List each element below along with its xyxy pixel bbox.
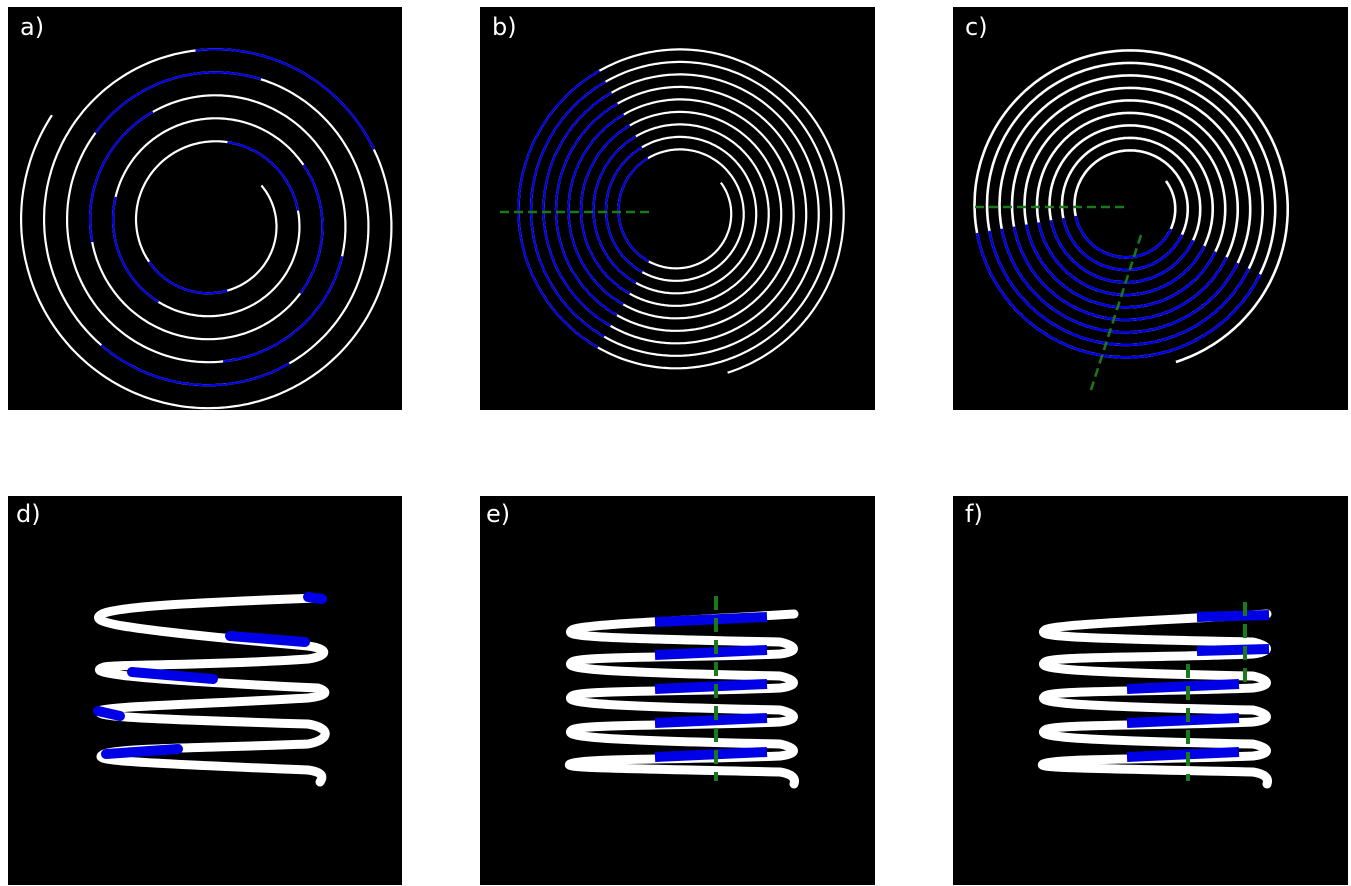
panel-label-f: f)	[965, 500, 983, 528]
spiral-a-highlight-2	[227, 142, 298, 211]
coil-d	[98, 597, 325, 782]
coil-e-highlight-2	[655, 650, 767, 655]
panel-label-b: b)	[492, 13, 517, 41]
spiral-b-highlight-3	[594, 136, 637, 283]
panel-label-e: e)	[486, 500, 510, 528]
panel-d: d)	[8, 496, 402, 885]
panel-label-d: d)	[16, 500, 41, 528]
coil-e-canvas	[480, 496, 875, 885]
spiral-b-highlight-7	[544, 93, 612, 326]
coil-f-highlight-4	[1127, 718, 1239, 723]
coil-e-highlight-1	[655, 617, 767, 622]
spiral-c-highlight-1	[1076, 216, 1171, 257]
spiral-a-highlight-4	[300, 165, 322, 294]
spiral-b-highlight-1	[619, 158, 649, 261]
coil-e	[569, 596, 794, 784]
coil-f-highlight-1	[1197, 615, 1269, 617]
coil-d-highlight-4	[98, 711, 120, 716]
spiral-c-highlight-2	[1063, 218, 1182, 270]
coil-d-canvas	[8, 496, 402, 885]
coil-f-highlight-2	[1197, 649, 1269, 651]
guide-line-c-diagonal	[1090, 235, 1141, 393]
coil-f	[1042, 602, 1269, 784]
panel-label-c: c)	[965, 13, 988, 41]
spiral-c-highlight-7	[1002, 229, 1238, 333]
coil-e-highlight-5	[655, 752, 767, 757]
spiral-a-highlight-6	[223, 256, 342, 361]
spiral-a-canvas	[8, 7, 402, 410]
panel-label-a: a)	[20, 13, 44, 41]
panel-f: f)	[953, 496, 1348, 885]
coil-d-highlight-5	[106, 749, 178, 754]
coil-e-highlight-3	[655, 684, 767, 689]
coil-d-highlight-3	[132, 672, 213, 679]
spiral-a	[21, 49, 391, 408]
spiral-a-track	[21, 49, 391, 408]
spiral-a-highlight-1	[149, 262, 227, 294]
spiral-a-highlight-9	[196, 49, 374, 149]
spiral-b	[519, 49, 844, 372]
panel-a: a)	[8, 7, 402, 410]
coil-d-highlight-1	[308, 597, 322, 599]
spiral-c-highlight-6	[1014, 227, 1227, 320]
spiral-a-highlight-7	[96, 72, 261, 133]
panel-c: c)	[953, 7, 1348, 410]
panel-e: e)	[480, 496, 875, 885]
spiral-b-canvas	[480, 7, 875, 410]
coil-f-canvas	[953, 496, 1348, 885]
panel-b: b)	[480, 7, 875, 410]
coil-e-highlight-4	[655, 718, 767, 723]
coil-f-highlight-5	[1127, 752, 1239, 757]
coil-f-highlight-3	[1127, 684, 1239, 689]
spiral-c-canvas	[953, 7, 1348, 410]
coil-d-highlight-2	[230, 636, 305, 642]
